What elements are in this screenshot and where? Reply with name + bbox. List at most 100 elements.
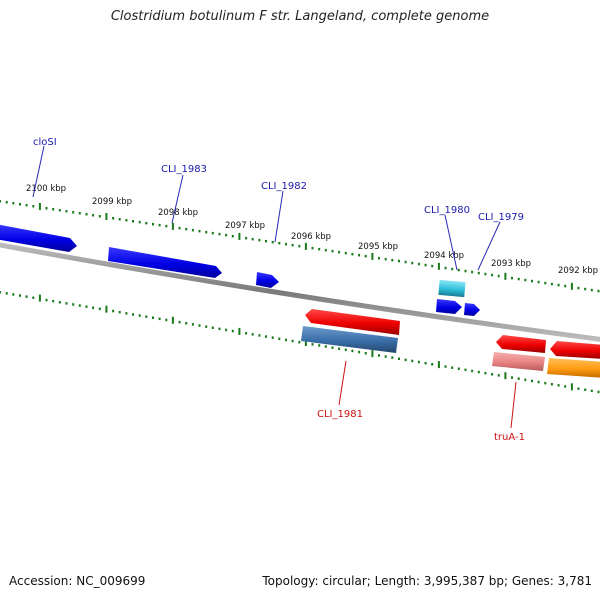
scale-minor-tick: [511, 376, 513, 379]
gene-forward[interactable]: [256, 272, 279, 288]
scale-minor-tick: [138, 314, 141, 317]
scale-minor-tick: [72, 211, 75, 214]
scale-minor-tick: [78, 304, 81, 307]
scale-minor-tick: [152, 316, 154, 319]
gene-label[interactable]: truA-1: [494, 432, 525, 443]
scale-minor-tick: [477, 271, 480, 275]
scale-minor-tick: [404, 260, 407, 264]
scale-minor-tick: [52, 208, 55, 211]
gene-label[interactable]: CLI_1979: [478, 212, 524, 223]
gene-label[interactable]: cloSI: [33, 137, 57, 148]
scale-minor-tick: [25, 204, 28, 207]
scale-minor-tick: [597, 390, 600, 394]
scale-minor-tick: [118, 218, 121, 221]
scale-minor-tick: [225, 233, 228, 237]
scale-minor-tick: [285, 242, 287, 246]
scale-minor-tick: [118, 310, 121, 314]
gene-rna-feature[interactable]: [438, 279, 466, 298]
genome-backbone: [0, 242, 600, 342]
scale-minor-tick: [45, 298, 48, 302]
scale-minor-tick: [517, 377, 520, 380]
gene-label[interactable]: CLI_1981: [317, 409, 363, 420]
gene-other-feature[interactable]: [547, 358, 600, 378]
scale-minor-tick: [364, 254, 367, 258]
leader-line: [274, 190, 284, 243]
scale-minor-tick: [417, 360, 420, 364]
scale-minor-tick: [457, 367, 460, 370]
scale-minor-tick: [398, 357, 400, 360]
gene-reverse[interactable]: [305, 309, 400, 335]
scale-minor-tick: [0, 291, 1, 294]
scale-minor-tick: [344, 251, 347, 255]
gene-forward[interactable]: [108, 247, 222, 278]
scale-minor-tick: [391, 258, 394, 262]
scale-minor-tick: [358, 253, 361, 257]
scale-minor-tick: [265, 239, 267, 243]
scale-minor-tick: [19, 203, 21, 206]
scale-minor-tick: [311, 343, 314, 346]
scale-minor-tick: [185, 227, 188, 231]
scale-minor-tick: [125, 219, 128, 222]
scale-minor-tick: [577, 387, 580, 390]
scale-minor-tick: [378, 354, 380, 357]
scale-major-tick: [304, 242, 307, 250]
scale-labels: 2100 kbp 2099 kbp 2098 kbp 2097 kbp 2096…: [26, 184, 598, 276]
scale-minor-tick: [298, 244, 301, 248]
gene-cds[interactable]: [301, 326, 398, 353]
scale-major-tick: [105, 213, 108, 220]
gene-forward[interactable]: [464, 303, 480, 316]
scale-minor-tick: [5, 201, 8, 204]
scale-minor-tick: [278, 337, 281, 341]
scale-minor-tick: [98, 307, 101, 311]
scale-minor-tick: [378, 256, 380, 260]
scale-minor-tick: [178, 320, 181, 324]
reverse-strand-genes: [301, 309, 600, 378]
scale-minor-tick: [444, 266, 447, 270]
leader-line: [171, 174, 184, 224]
scale-minor-tick: [584, 287, 587, 291]
scale-minor-tick: [19, 294, 21, 297]
scale-minor-tick: [331, 249, 334, 253]
gene-cds[interactable]: [492, 352, 545, 371]
scale-minor-tick: [145, 221, 148, 225]
gene-label[interactable]: CLI_1983: [161, 164, 207, 175]
scale-label: 2095 kbp: [358, 242, 398, 252]
scale-minor-tick: [58, 209, 61, 212]
scale-minor-tick: [85, 305, 88, 308]
scale-minor-tick: [92, 306, 95, 309]
scale-minor-tick: [384, 257, 387, 261]
accession-text: Accession: NC_009699: [9, 574, 146, 588]
scale-minor-tick: [531, 279, 533, 283]
scale-minor-tick: [324, 248, 327, 252]
scale-minor-tick: [65, 210, 68, 213]
scale-minor-tick: [78, 212, 81, 215]
scale-major-tick: [504, 372, 507, 380]
scale-minor-tick: [404, 358, 407, 362]
scale-major-tick: [238, 327, 241, 335]
scale-minor-tick: [550, 383, 553, 386]
gene-reverse[interactable]: [496, 335, 546, 353]
scale-minor-tick: [318, 344, 321, 347]
scale-minor-tick: [32, 296, 35, 299]
scale-major-tick: [171, 316, 174, 324]
scale-minor-tick: [191, 323, 194, 326]
scale-minor-tick: [344, 348, 347, 352]
scale-minor-tick: [544, 381, 547, 385]
gene-label[interactable]: CLI_1980: [424, 205, 470, 216]
scale-label: 2093 kbp: [491, 259, 531, 269]
scale-minor-tick: [497, 374, 500, 377]
scale-minor-tick: [32, 205, 35, 208]
gene-reverse[interactable]: [550, 341, 600, 359]
scale-minor-tick: [5, 292, 8, 295]
scale-minor-tick: [158, 223, 161, 227]
scale-minor-tick: [12, 293, 15, 296]
scale-minor-tick: [58, 301, 61, 304]
inner-scale-ticks: [0, 291, 600, 394]
gene-forward[interactable]: [436, 299, 462, 314]
scale-minor-tick: [424, 263, 427, 267]
scale-minor-tick: [531, 379, 533, 383]
gene-forward[interactable]: [0, 224, 77, 252]
gene-label[interactable]: CLI_1982: [261, 181, 307, 192]
scale-minor-tick: [544, 281, 547, 285]
scale-minor-tick: [431, 363, 434, 366]
